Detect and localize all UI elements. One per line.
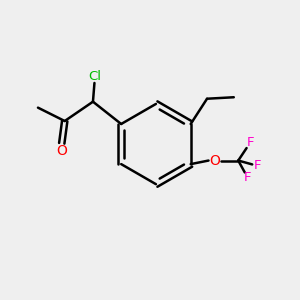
Text: F: F: [243, 171, 251, 184]
Text: F: F: [246, 136, 254, 149]
Text: O: O: [56, 144, 67, 158]
Text: F: F: [254, 159, 261, 172]
Text: O: O: [209, 154, 220, 168]
Text: Cl: Cl: [88, 70, 101, 83]
